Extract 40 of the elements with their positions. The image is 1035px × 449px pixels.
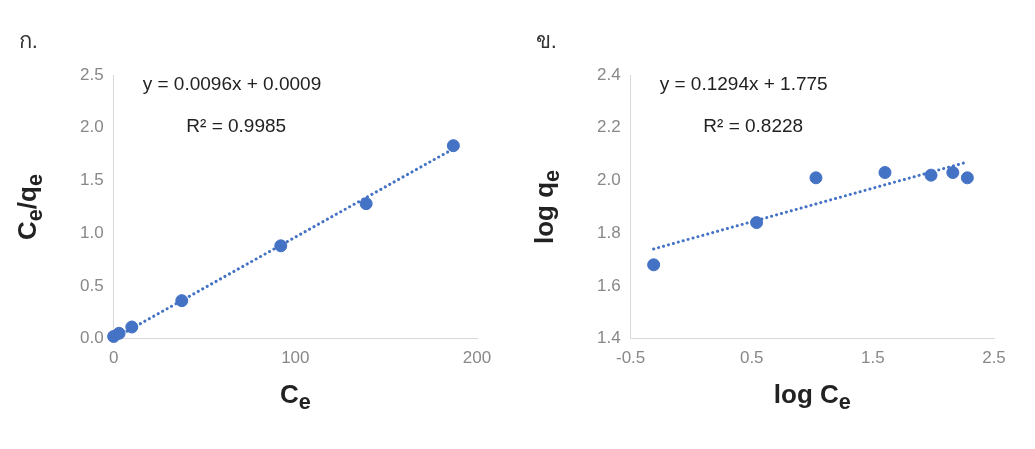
y-tick-label: 2.0: [79, 117, 104, 137]
point: [125, 320, 139, 334]
x-tick-label: 200: [462, 348, 492, 368]
y-tick-label: 2.5: [79, 64, 104, 84]
y-tick-label: 1.5: [79, 170, 104, 190]
y-tick-label: 0.5: [79, 275, 104, 295]
point: [112, 326, 126, 340]
y-tick-label: 2.4: [596, 64, 621, 84]
x-tick-label: 2.5: [982, 348, 1006, 368]
x-tick-label: -0.5: [615, 348, 646, 368]
point: [446, 139, 460, 153]
y-tick-label: 1.4: [596, 328, 621, 348]
x-tick-label: 0.5: [739, 348, 764, 368]
x-axis-title: C$_{e}$: [279, 378, 311, 415]
annotation: y = 0.1294x + 1.775: [659, 73, 828, 95]
text: ข.: [535, 27, 557, 55]
point: [274, 239, 288, 253]
x-tick-label: 100: [281, 348, 310, 368]
annotation: y = 0.0096x + 0.0009: [142, 73, 322, 95]
point: [809, 171, 823, 185]
text: ก.: [18, 27, 38, 55]
y-tick-label: 2.2: [596, 117, 621, 137]
y-tick-label: 1.8: [596, 222, 621, 242]
point: [647, 258, 661, 272]
y-tick-label: 2.0: [596, 170, 621, 190]
point: [878, 166, 892, 180]
x-axis-title: log C$_{e}$: [773, 378, 851, 415]
point: [924, 168, 938, 182]
annotation: R² = 0.9985: [186, 115, 287, 137]
y-tick-label: 1.0: [79, 222, 104, 242]
point: [359, 197, 373, 211]
point: [946, 166, 960, 180]
point: [750, 216, 764, 230]
y-tick-label: 1.6: [596, 275, 621, 295]
y-tick-label: 0.0: [79, 328, 104, 348]
point: [960, 171, 974, 185]
x-tick-label: 0: [108, 348, 119, 368]
point: [175, 294, 189, 308]
annotation: R² = 0.8228: [703, 115, 804, 137]
x-tick-label: 1.5: [861, 348, 885, 368]
